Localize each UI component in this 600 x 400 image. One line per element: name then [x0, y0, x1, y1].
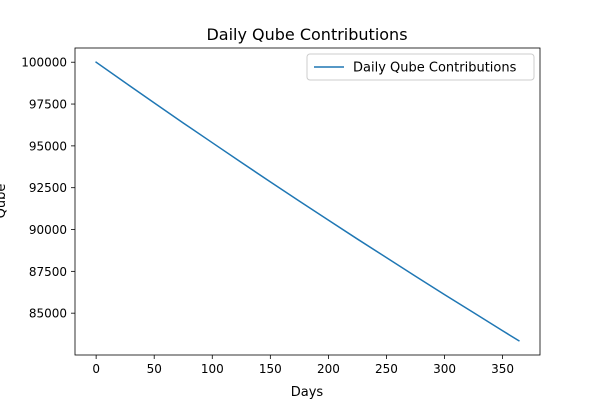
legend-box	[306, 53, 535, 81]
y-tick-label: 85000	[29, 307, 67, 321]
x-tick-label: 100	[201, 362, 224, 376]
y-tick-label: 92500	[29, 181, 67, 195]
y-axis-ticks: 85000 87500 90000 92500 95000 97500 100000	[21, 56, 75, 321]
plot-frame	[74, 47, 541, 356]
plot-area	[95, 61, 520, 342]
legend: Daily Qube Contributions	[306, 53, 535, 81]
x-tick-label: 250	[375, 362, 398, 376]
y-tick-label: 90000	[29, 223, 67, 237]
x-tick-label: 200	[317, 362, 340, 376]
series-line-0	[95, 61, 520, 342]
chart-title: Daily Qube Contributions	[206, 25, 407, 44]
y-tick-label: 95000	[29, 139, 67, 153]
x-axis-label: Days	[291, 385, 324, 400]
x-tick-label: 300	[433, 362, 456, 376]
x-tick-label: 350	[491, 362, 514, 376]
x-tick-label: 50	[147, 362, 162, 376]
x-tick-label: 0	[92, 362, 100, 376]
x-axis-ticks: 0 50 100 150 200 250 300 350	[92, 355, 514, 376]
y-tick-label: 100000	[21, 56, 67, 70]
y-tick-label: 87500	[29, 265, 67, 279]
y-axis-label: Qube	[0, 184, 9, 219]
x-tick-label: 150	[259, 362, 282, 376]
y-tick-label: 97500	[29, 98, 67, 112]
legend-label: Daily Qube Contributions	[353, 61, 517, 76]
